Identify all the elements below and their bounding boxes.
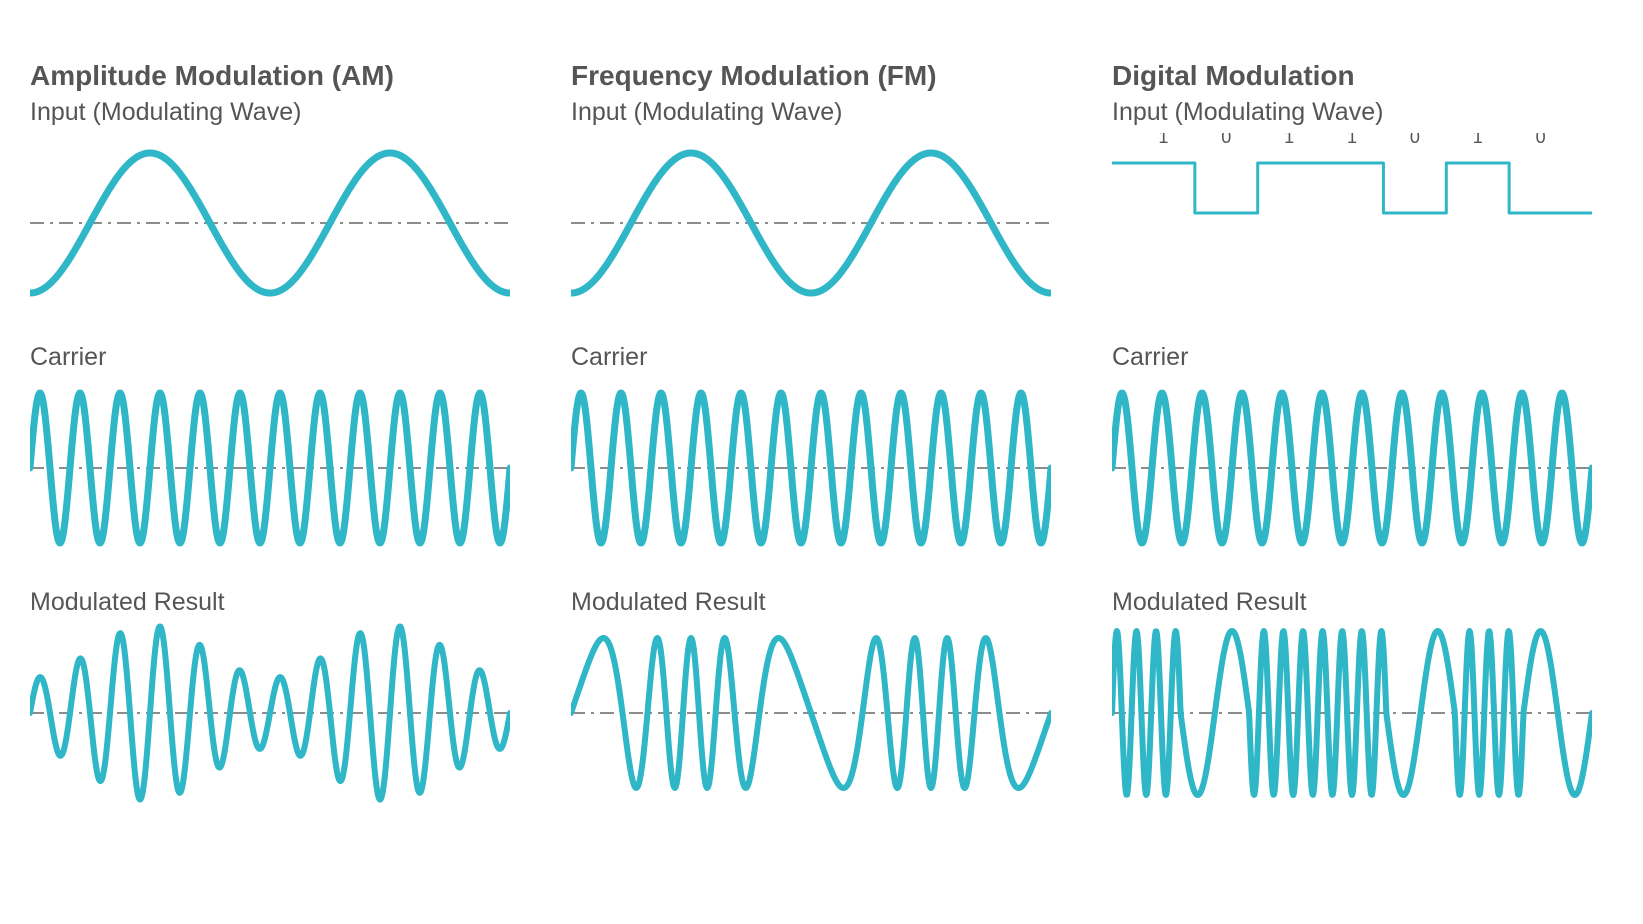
cell-digital-carrier: Carrier (1112, 343, 1613, 558)
svg-text:1: 1 (1473, 133, 1483, 147)
diagram-grid: Amplitude Modulation (AM) Input (Modulat… (30, 60, 1613, 803)
cell-am-input: Amplitude Modulation (AM) Input (Modulat… (30, 60, 531, 313)
cell-fm-input: Frequency Modulation (FM) Input (Modulat… (571, 60, 1072, 313)
label-fm-input: Input (Modulating Wave) (571, 98, 1072, 127)
svg-am-carrier (30, 378, 510, 558)
svg-fm-carrier (571, 378, 1051, 558)
svg-text:0: 0 (1221, 133, 1231, 147)
label-am-input: Input (Modulating Wave) (30, 98, 531, 127)
label-digital-carrier: Carrier (1112, 343, 1613, 372)
svg-fm-result (571, 623, 1051, 803)
label-fm-result: Modulated Result (571, 588, 1072, 617)
svg-am-result (30, 623, 510, 803)
svg-text:1: 1 (1158, 133, 1168, 147)
svg-text:0: 0 (1410, 133, 1420, 147)
cell-fm-result: Modulated Result (571, 588, 1072, 803)
svg-digital-result (1112, 623, 1592, 803)
label-am-carrier: Carrier (30, 343, 531, 372)
modulation-diagram: Amplitude Modulation (AM) Input (Modulat… (0, 0, 1643, 924)
title-fm: Frequency Modulation (FM) (571, 60, 1072, 92)
title-digital: Digital Modulation (1112, 60, 1613, 92)
cell-am-carrier: Carrier (30, 343, 531, 558)
label-am-result: Modulated Result (30, 588, 531, 617)
svg-am-input (30, 133, 510, 313)
svg-fm-input (571, 133, 1051, 313)
cell-fm-carrier: Carrier (571, 343, 1072, 558)
label-digital-input: Input (Modulating Wave) (1112, 98, 1613, 127)
cell-am-result: Modulated Result (30, 588, 531, 803)
svg-text:1: 1 (1347, 133, 1357, 147)
cell-digital-input: Digital Modulation Input (Modulating Wav… (1112, 60, 1613, 313)
label-digital-result: Modulated Result (1112, 588, 1613, 617)
svg-text:0: 0 (1536, 133, 1546, 147)
svg-digital-carrier (1112, 378, 1592, 558)
title-am: Amplitude Modulation (AM) (30, 60, 531, 92)
svg-digital-input: 1 0 1 1 0 1 0 (1112, 133, 1592, 313)
svg-text:1: 1 (1284, 133, 1294, 147)
cell-digital-result: Modulated Result (1112, 588, 1613, 803)
label-fm-carrier: Carrier (571, 343, 1072, 372)
